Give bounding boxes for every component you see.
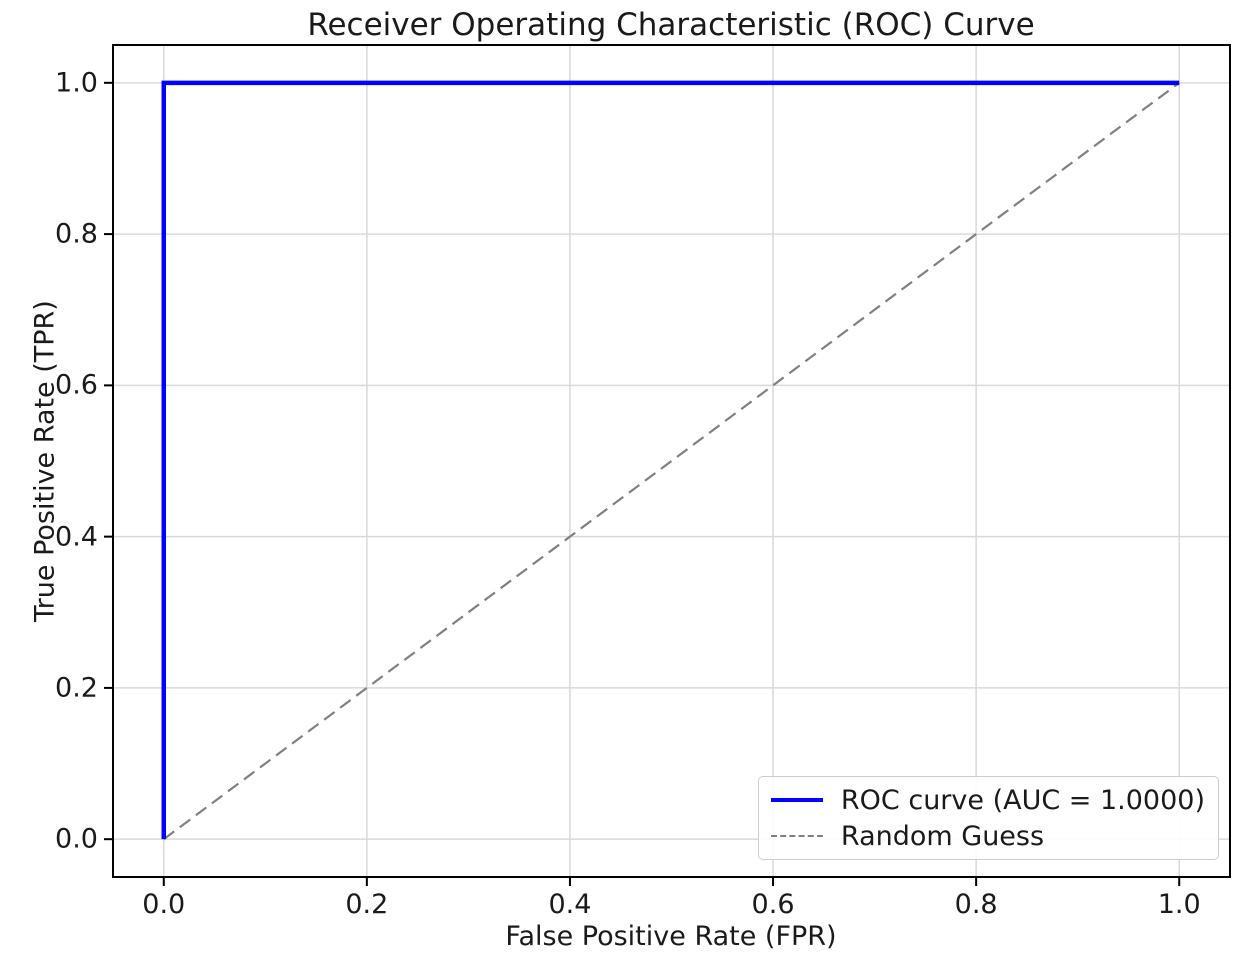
chart-title: Receiver Operating Characteristic (ROC) … — [307, 7, 1035, 43]
x-tick-label: 0.4 — [548, 889, 592, 920]
y-tick-label: 1.0 — [55, 67, 98, 99]
legend-item-random-guess: Random Guess — [770, 820, 1205, 852]
x-tick-label: 0.0 — [142, 889, 186, 920]
legend-item-roc-curve: ROC curve (AUC = 1.0000) — [770, 784, 1205, 816]
random-guess-line — [163, 81, 1180, 841]
y-axis-label: True Positive Rate (TPR) — [29, 300, 61, 622]
y-tick-label: 0.2 — [55, 672, 98, 704]
legend-label-roc-curve: ROC curve (AUC = 1.0000) — [840, 784, 1205, 816]
y-tick-label: 0.8 — [55, 218, 98, 250]
axes-frame — [112, 44, 1231, 878]
y-tick-label: 0.6 — [55, 369, 98, 401]
x-tick-label: 0.2 — [345, 889, 389, 920]
x-axis-label: False Positive Rate (FPR) — [505, 921, 837, 952]
roc-curve-line-swatch — [770, 797, 823, 803]
legend-label-random-guess: Random Guess — [840, 820, 1045, 852]
x-tick-label: 1.0 — [1157, 889, 1201, 920]
x-tick-label: 0.8 — [954, 889, 998, 920]
roc-curve-line — [161, 80, 1180, 840]
x-tick-label: 0.6 — [751, 889, 795, 920]
y-tick-label: 0.4 — [55, 521, 98, 553]
y-tick-label: 0.0 — [55, 823, 98, 855]
random-guess-line-swatch — [770, 835, 823, 837]
legend: ROC curve (AUC = 1.0000) Random Guess — [757, 776, 1219, 860]
